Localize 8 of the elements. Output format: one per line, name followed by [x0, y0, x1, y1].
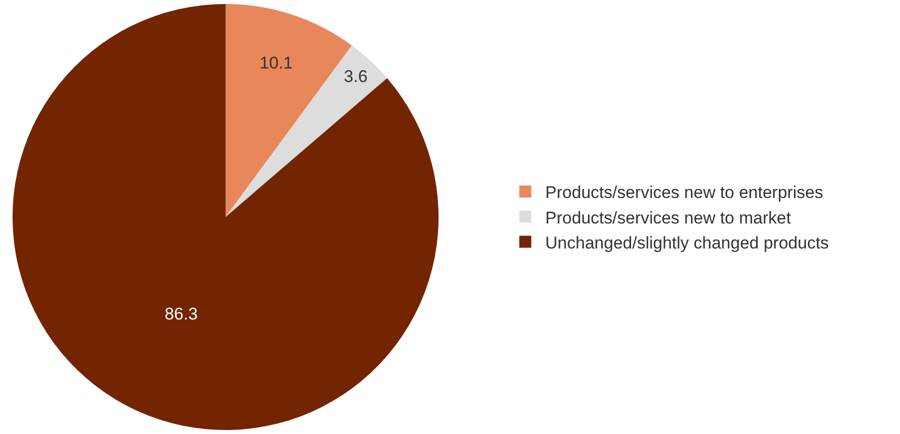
pie-slice	[12, 4, 438, 430]
legend-label: Products/services new to enterprises	[545, 183, 824, 202]
pie-slice	[226, 45, 388, 217]
data-label: 10.1	[260, 53, 293, 72]
legend-label: Unchanged/slightly changed products	[545, 233, 829, 252]
data-label: 86.3	[164, 304, 198, 324]
legend-label: Products/services new to market	[545, 208, 792, 228]
data-label: 3.6	[344, 67, 368, 86]
